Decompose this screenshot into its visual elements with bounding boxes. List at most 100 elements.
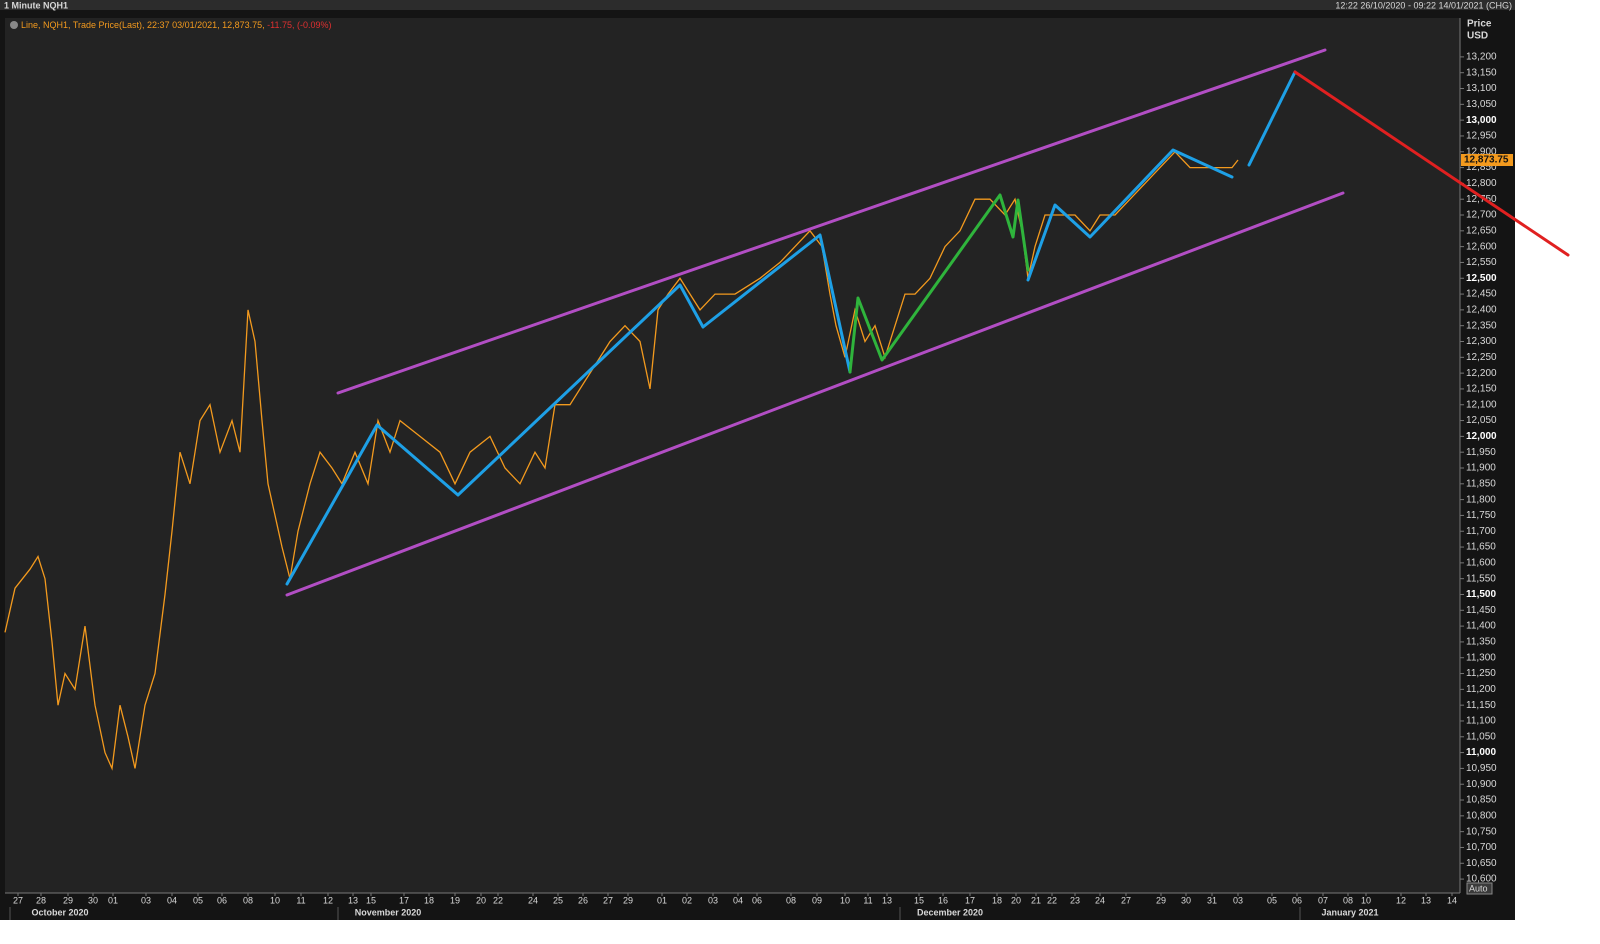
x-tick-label: 07 [1318, 895, 1328, 905]
y-tick-label: 11,450 [1466, 605, 1496, 616]
y-tick-label: 11,900 [1466, 463, 1496, 474]
x-tick-label: 31 [1207, 895, 1217, 905]
y-axis-title: Price [1467, 19, 1492, 30]
drawn-annotations [285, 48, 1570, 597]
y-tick-label: 11,300 [1466, 652, 1496, 663]
x-tick-label: 29 [1156, 895, 1166, 905]
x-tick-label: 06 [217, 895, 227, 905]
x-tick-label: 24 [1095, 895, 1105, 905]
y-tick-label: 10,600 [1466, 874, 1497, 885]
x-tick-label: 12 [323, 895, 333, 905]
y-tick-label: 12,250 [1466, 352, 1497, 363]
x-tick-label: 05 [193, 895, 203, 905]
x-tick-label: 08 [243, 895, 253, 905]
y-tick-label: 12,800 [1466, 178, 1497, 189]
x-tick-label: 26 [578, 895, 588, 905]
x-tick-label: 01 [657, 895, 667, 905]
x-tick-label: 13 [882, 895, 892, 905]
x-tick-label: 16 [938, 895, 948, 905]
auto-button-label[interactable]: Auto [1469, 883, 1488, 893]
x-tick-label: 24 [528, 895, 538, 905]
y-tick-label: 11,200 [1466, 684, 1496, 695]
y-tick-label: 12,900 [1466, 146, 1497, 157]
y-tick-label: 11,100 [1466, 716, 1496, 727]
legend-text: Line, NQH1, Trade Price(Last), 22:37 03/… [21, 20, 265, 30]
y-tick-label: 12,400 [1466, 305, 1497, 316]
forecast-red [1293, 70, 1570, 257]
auto-button[interactable] [1466, 882, 1493, 895]
y-tick-label: 12,150 [1466, 384, 1497, 395]
x-tick-label: 17 [399, 895, 409, 905]
y-tick-label: 11,850 [1466, 478, 1496, 489]
y-tick-label: 12,550 [1466, 257, 1497, 268]
x-tick-label: 13 [1421, 895, 1431, 905]
legend-change: -11.75, (-0.09%) [267, 20, 331, 30]
y-tick-label: 12,600 [1466, 241, 1497, 252]
y-tick-label: 10,950 [1466, 763, 1497, 774]
y-tick-label: 12,350 [1466, 320, 1497, 331]
x-tick-label: 20 [476, 895, 486, 905]
y-tick-label: 13,200 [1466, 52, 1497, 63]
x-tick-label: 01 [108, 895, 118, 905]
wave-blue [285, 233, 852, 586]
y-tick-label: 11,950 [1466, 447, 1496, 458]
x-tick-label: 09 [812, 895, 822, 905]
x-tick-label: 17 [965, 895, 975, 905]
x-tick-label: 06 [1292, 895, 1302, 905]
x-tick-label: 28 [36, 895, 46, 905]
month-label: December 2020 [917, 907, 983, 917]
y-tick-label: 11,150 [1466, 700, 1496, 711]
x-tick-label: 12 [1396, 895, 1406, 905]
channel-lower [285, 191, 1345, 597]
y-tick-label: 11,050 [1466, 731, 1496, 742]
y-tick-label: 12,000 [1466, 431, 1497, 442]
y-tick-label: 11,750 [1466, 510, 1496, 521]
y-tick-label: 11,250 [1466, 668, 1496, 679]
chart-title: 1 Minute NQH1 [4, 0, 68, 10]
last-price-label: 12,873.75 [1464, 155, 1509, 166]
y-tick-label: 13,050 [1466, 99, 1497, 110]
wave-blue [1247, 70, 1297, 167]
x-tick-label: 29 [623, 895, 633, 905]
x-tick-label: 30 [1181, 895, 1191, 905]
x-tick-label: 22 [1047, 895, 1057, 905]
x-tick-label: 10 [840, 895, 850, 905]
y-tick-label: 11,400 [1466, 621, 1496, 632]
y-tick-label: 10,900 [1466, 779, 1497, 790]
wave-blue [1026, 148, 1234, 282]
y-axis-unit: USD [1467, 31, 1488, 42]
y-tick-label: 12,100 [1466, 399, 1497, 410]
x-tick-label: 11 [296, 895, 305, 905]
y-tick-label: 12,300 [1466, 336, 1497, 347]
y-tick-label: 10,650 [1466, 858, 1497, 869]
plot-area [5, 18, 1460, 893]
wave-green [848, 193, 1030, 374]
y-tick-label: 12,650 [1466, 225, 1497, 236]
x-tick-label: 11 [863, 895, 872, 905]
month-label: October 2020 [31, 907, 88, 917]
y-tick-label: 11,350 [1466, 637, 1496, 648]
x-tick-label: 22 [493, 895, 503, 905]
y-tick-label: 12,750 [1466, 194, 1497, 205]
x-tick-label: 06 [752, 895, 762, 905]
x-tick-label: 03 [141, 895, 151, 905]
channel-upper [336, 48, 1327, 395]
y-tick-label: 12,050 [1466, 415, 1497, 426]
x-tick-label: 03 [708, 895, 718, 905]
month-label: January 2021 [1321, 907, 1378, 917]
y-tick-label: 11,550 [1466, 573, 1496, 584]
x-tick-label: 15 [366, 895, 376, 905]
y-tick-label: 12,450 [1466, 289, 1497, 300]
y-tick-label: 12,200 [1466, 368, 1497, 379]
x-tick-label: 27 [1121, 895, 1131, 905]
x-tick-label: 15 [914, 895, 924, 905]
y-tick-label: 12,950 [1466, 131, 1497, 142]
y-tick-label: 12,850 [1466, 162, 1497, 173]
x-tick-label: 21 [1031, 895, 1041, 905]
x-tick-label: 25 [553, 895, 563, 905]
x-tick-label: 05 [1267, 895, 1277, 905]
y-tick-label: 11,600 [1466, 557, 1496, 568]
y-tick-label: 11,700 [1466, 526, 1496, 537]
x-tick-label: 08 [786, 895, 796, 905]
